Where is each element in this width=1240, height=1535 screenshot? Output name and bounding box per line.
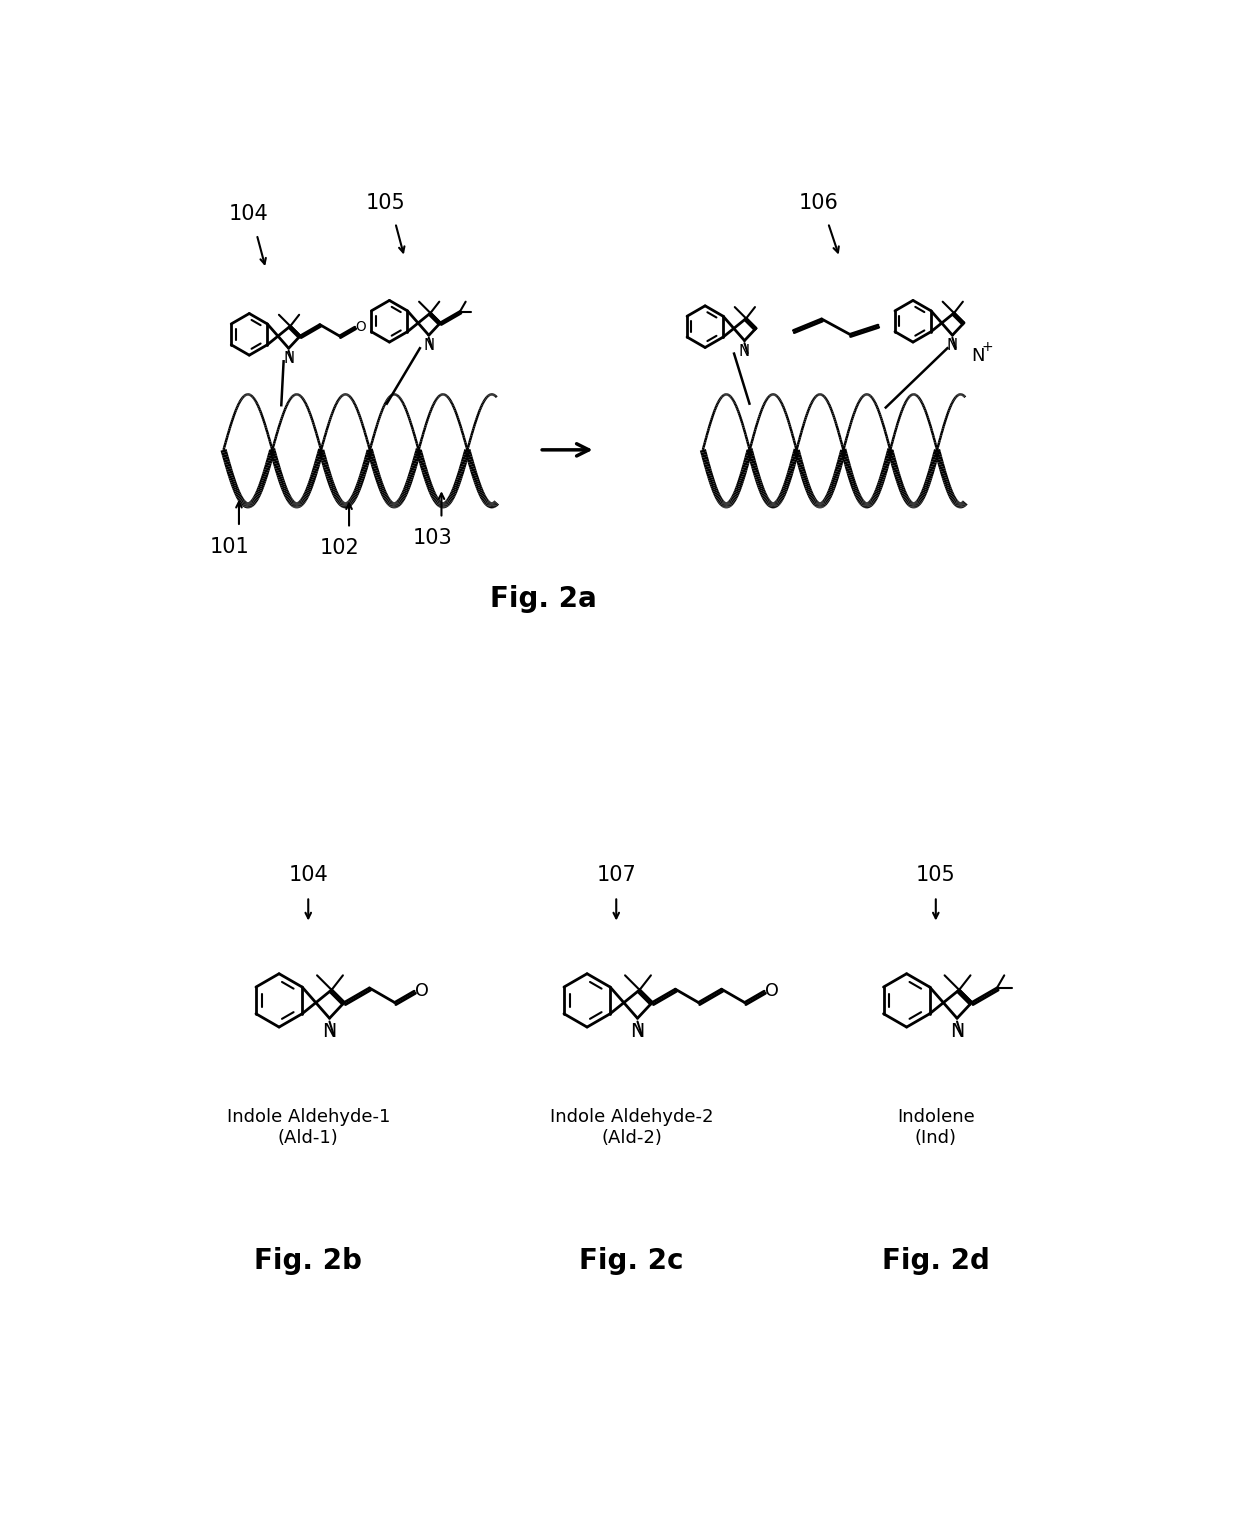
Text: Fig. 2a: Fig. 2a xyxy=(490,585,596,612)
Text: N: N xyxy=(423,338,434,353)
Text: +: + xyxy=(982,339,993,353)
Text: 104: 104 xyxy=(289,864,329,884)
Text: 102: 102 xyxy=(320,539,360,559)
Text: Indole Aldehyde-2
(Ald-2): Indole Aldehyde-2 (Ald-2) xyxy=(549,1108,713,1147)
Text: 106: 106 xyxy=(799,193,838,213)
Text: Fig. 2c: Fig. 2c xyxy=(579,1246,684,1274)
Text: 104: 104 xyxy=(229,204,269,224)
Text: Fig. 2d: Fig. 2d xyxy=(882,1246,990,1274)
Text: 101: 101 xyxy=(210,537,249,557)
Text: 105: 105 xyxy=(366,193,405,213)
Text: N: N xyxy=(947,338,959,353)
Text: 103: 103 xyxy=(413,528,453,548)
Text: Fig. 2b: Fig. 2b xyxy=(254,1246,362,1274)
Text: N: N xyxy=(630,1022,645,1041)
Text: O: O xyxy=(414,982,429,1001)
Text: O: O xyxy=(355,321,366,335)
Text: N: N xyxy=(739,344,750,359)
Text: N: N xyxy=(283,352,294,367)
Text: N: N xyxy=(950,1022,965,1041)
Text: Indolene
(Ind): Indolene (Ind) xyxy=(897,1108,975,1147)
Text: 105: 105 xyxy=(916,864,956,884)
Text: O: O xyxy=(765,982,779,1001)
Text: 107: 107 xyxy=(596,864,636,884)
Text: N: N xyxy=(322,1022,336,1041)
Text: N: N xyxy=(971,347,985,365)
Text: Indole Aldehyde-1
(Ald-1): Indole Aldehyde-1 (Ald-1) xyxy=(227,1108,389,1147)
